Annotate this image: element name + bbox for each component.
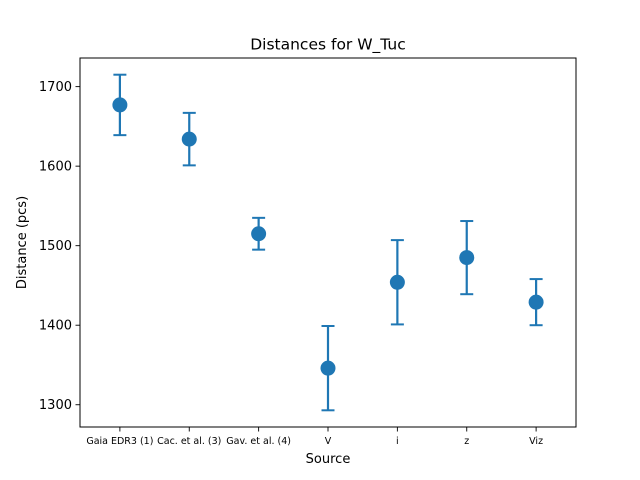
y-tick-label: 1500 bbox=[39, 239, 72, 254]
x-tick-label: Gav. et al. (4) bbox=[226, 436, 291, 447]
x-tick-label: V bbox=[325, 436, 332, 447]
x-axis: Gaia EDR3 (1) Cac. et al. (3) Gav. et al. … bbox=[86, 427, 543, 447]
x-tick-label: Viz bbox=[529, 436, 543, 447]
x-tick-label: Gaia EDR3 (1) bbox=[86, 436, 153, 447]
data-point bbox=[389, 274, 405, 290]
chart-title: Distances for W_Tuc bbox=[250, 36, 406, 55]
data-point bbox=[459, 250, 475, 266]
y-tick-label: 1700 bbox=[39, 80, 72, 95]
data-point bbox=[251, 226, 267, 242]
y-tick-label: 1400 bbox=[39, 319, 72, 334]
data-series bbox=[112, 73, 544, 412]
data-point bbox=[181, 131, 197, 147]
data-point bbox=[320, 360, 336, 376]
y-tick-label: 1600 bbox=[39, 160, 72, 175]
y-axis-label: Distance (pcs) bbox=[15, 196, 30, 289]
x-tick-label: i bbox=[396, 436, 399, 447]
data-point bbox=[112, 97, 128, 113]
x-tick-label: z bbox=[464, 436, 469, 447]
x-axis-label: Source bbox=[306, 452, 351, 467]
y-axis: 1300 1400 1500 1600 1700 bbox=[39, 80, 80, 413]
x-tick-label: Cac. et al. (3) bbox=[157, 436, 221, 447]
y-tick-label: 1300 bbox=[39, 398, 72, 413]
data-point bbox=[528, 294, 544, 310]
